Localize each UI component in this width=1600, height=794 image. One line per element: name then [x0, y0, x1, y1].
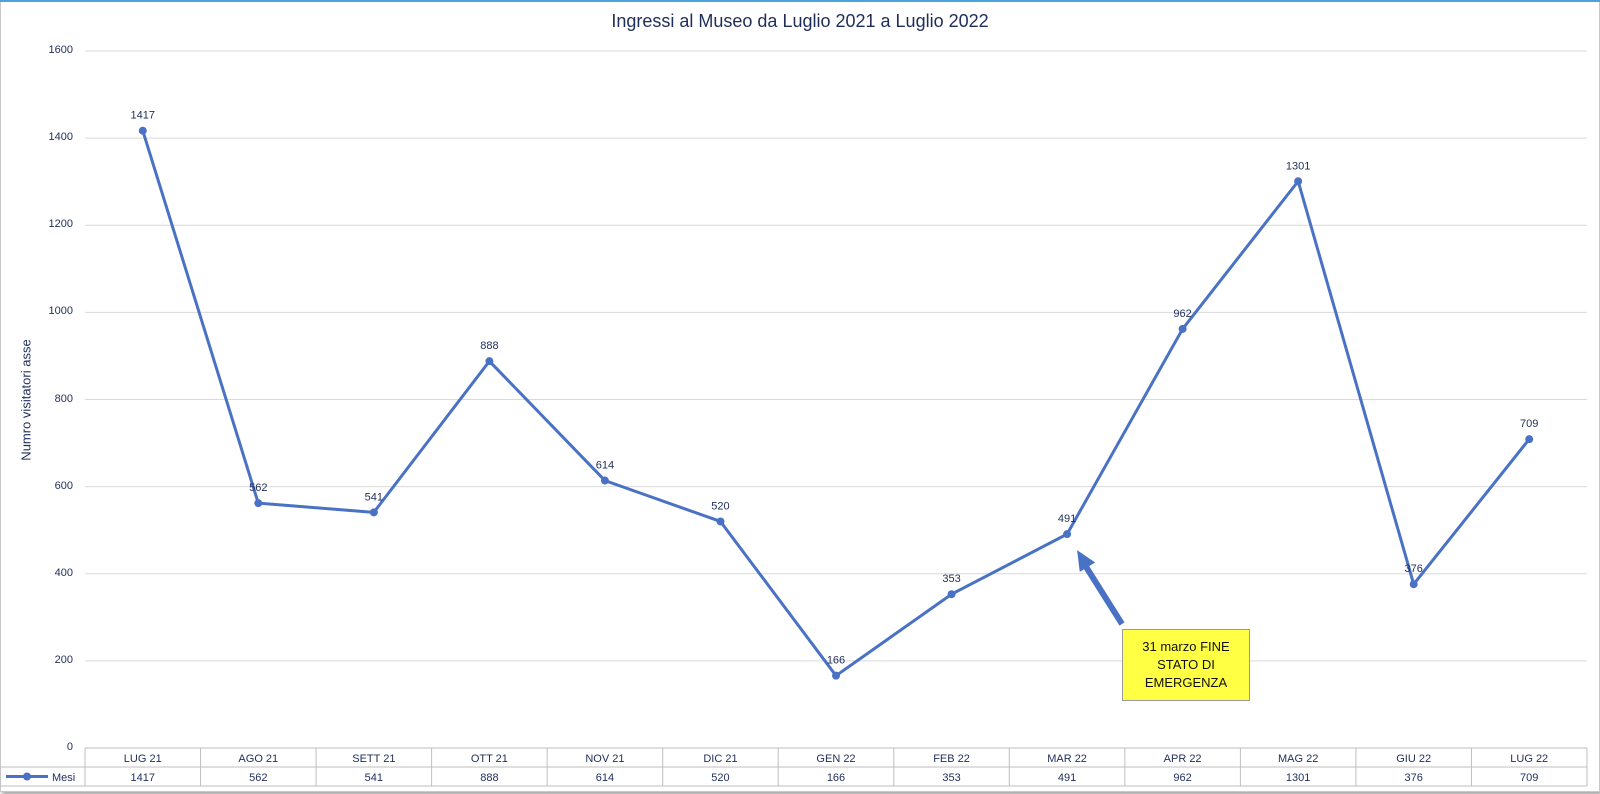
data-point	[485, 357, 494, 366]
legend-marker	[23, 772, 31, 781]
data-label: 541	[365, 491, 383, 503]
y-tick-label: 1200	[48, 218, 73, 231]
x-tick-label: MAR 22	[1047, 753, 1087, 765]
data-label: 353	[942, 573, 960, 585]
x-tick-label: GEN 22	[816, 753, 855, 765]
y-tick-label: 400	[54, 566, 73, 579]
x-tick-label: LUG 22	[1510, 753, 1548, 765]
x-tick-label: OTT 21	[471, 753, 508, 765]
legend-label: Mesi	[52, 772, 75, 784]
data-label: 888	[480, 340, 498, 352]
data-label: 614	[596, 460, 614, 472]
x-tick-label: DIC 21	[703, 753, 737, 765]
data-label: 520	[711, 500, 729, 512]
x-tick-label: SETT 21	[352, 753, 395, 765]
y-tick-label: 800	[54, 392, 73, 405]
x-tick-label: NOV 21	[585, 753, 624, 765]
y-tick-label: 600	[54, 479, 73, 492]
data-point	[254, 499, 263, 508]
annotation-arrow-head	[1077, 550, 1096, 572]
table-cell-value: 353	[942, 772, 960, 784]
annotation-arrow-shaft	[1080, 560, 1125, 626]
x-tick-label: APR 22	[1164, 753, 1202, 765]
table-cell-value: 614	[596, 772, 614, 784]
y-tick-label: 1000	[48, 305, 73, 318]
data-label: 709	[1520, 418, 1538, 430]
data-label: 491	[1058, 513, 1076, 525]
data-label: 562	[249, 482, 267, 494]
x-tick-label: GIU 22	[1396, 753, 1431, 765]
x-tick-label: LUG 21	[124, 753, 162, 765]
annotation-text: 31 marzo FINE STATO DI EMERGENZA	[1142, 639, 1230, 690]
table-cell-value: 491	[1058, 772, 1076, 784]
annotation-box: 31 marzo FINE STATO DI EMERGENZA	[1122, 629, 1250, 701]
data-point	[369, 508, 378, 517]
x-tick-label: MAG 22	[1278, 753, 1318, 765]
series-line	[141, 130, 1531, 678]
data-point	[138, 126, 147, 135]
table-cell-value: 888	[480, 772, 498, 784]
table-cell-value: 520	[711, 772, 729, 784]
window-top-border	[0, 0, 1600, 2]
data-point	[947, 590, 956, 599]
data-point	[832, 671, 840, 680]
data-label: 166	[827, 655, 845, 667]
table-cell-value: 709	[1520, 772, 1538, 784]
y-tick-label: 1600	[48, 44, 73, 56]
table-cell-value: 376	[1405, 772, 1423, 784]
data-point	[1525, 435, 1534, 444]
data-point	[716, 517, 725, 526]
data-point	[600, 476, 609, 485]
y-tick-label: 1400	[48, 131, 73, 144]
table-cell-value: 1417	[131, 772, 155, 784]
y-tick-label: 0	[66, 741, 73, 753]
data-label: 1417	[131, 110, 155, 122]
table-cell-value: 1301	[1286, 772, 1310, 784]
data-point	[1409, 580, 1418, 589]
data-label: 376	[1405, 563, 1423, 575]
x-tick-label: FEB 22	[933, 753, 970, 765]
data-label: 1301	[1286, 160, 1310, 172]
x-tick-label: AGO 21	[238, 753, 278, 765]
data-point	[1063, 530, 1072, 539]
data-label: 962	[1173, 308, 1191, 320]
table-cell-value: 166	[827, 772, 845, 784]
y-tick-label: 200	[54, 653, 73, 666]
table-cell-value: 562	[249, 772, 267, 784]
data-point	[1178, 324, 1187, 333]
data-point	[1294, 177, 1303, 186]
table-cell-value: 962	[1173, 772, 1191, 784]
table-cell-value: 541	[365, 772, 383, 784]
chart-title: Ingressi al Museo da Luglio 2021 a Lugli…	[611, 11, 989, 31]
